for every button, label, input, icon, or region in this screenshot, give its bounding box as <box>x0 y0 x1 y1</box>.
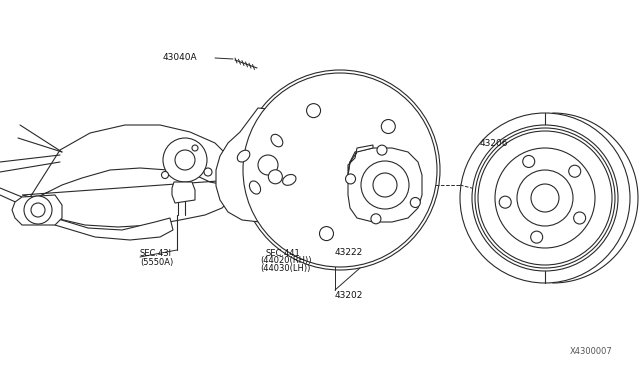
Text: 43206: 43206 <box>480 138 509 148</box>
Circle shape <box>268 170 282 184</box>
Text: 43040A: 43040A <box>163 52 198 61</box>
Text: SEC.441: SEC.441 <box>265 248 300 257</box>
Circle shape <box>389 196 403 209</box>
Polygon shape <box>172 182 195 203</box>
Circle shape <box>346 174 356 184</box>
Text: (44020(RH)): (44020(RH)) <box>260 257 312 266</box>
Text: 43222: 43222 <box>335 247 364 257</box>
Circle shape <box>531 231 543 243</box>
Circle shape <box>495 148 595 248</box>
Polygon shape <box>216 108 316 222</box>
Circle shape <box>255 85 425 255</box>
Circle shape <box>319 227 333 241</box>
Circle shape <box>381 119 396 134</box>
Ellipse shape <box>250 181 260 194</box>
Polygon shape <box>12 195 62 225</box>
Circle shape <box>204 168 212 176</box>
Circle shape <box>31 203 45 217</box>
Polygon shape <box>348 145 373 175</box>
Circle shape <box>249 79 431 261</box>
Circle shape <box>499 196 511 208</box>
Text: SEC.43l: SEC.43l <box>140 248 172 257</box>
Circle shape <box>410 198 420 208</box>
Circle shape <box>569 165 580 177</box>
Circle shape <box>285 115 395 225</box>
Circle shape <box>460 113 630 283</box>
Circle shape <box>161 171 168 179</box>
Circle shape <box>361 161 409 209</box>
Circle shape <box>24 196 52 224</box>
Circle shape <box>326 156 354 184</box>
Circle shape <box>258 155 278 175</box>
Ellipse shape <box>237 150 250 162</box>
Circle shape <box>246 76 434 264</box>
Circle shape <box>307 104 321 118</box>
Text: 43202: 43202 <box>335 291 364 299</box>
Polygon shape <box>22 205 173 240</box>
Ellipse shape <box>283 174 296 185</box>
Circle shape <box>523 155 535 167</box>
Circle shape <box>478 131 612 265</box>
Polygon shape <box>348 148 422 222</box>
Circle shape <box>192 145 198 151</box>
Circle shape <box>175 150 195 170</box>
Circle shape <box>373 173 397 197</box>
Circle shape <box>472 125 618 271</box>
Circle shape <box>163 138 207 182</box>
Circle shape <box>240 70 440 270</box>
Circle shape <box>517 170 573 226</box>
Circle shape <box>475 128 615 268</box>
Circle shape <box>305 135 375 205</box>
Circle shape <box>573 212 586 224</box>
Polygon shape <box>22 125 235 227</box>
Circle shape <box>252 82 428 258</box>
Circle shape <box>243 73 437 267</box>
Text: (44030(LH)): (44030(LH)) <box>260 264 310 273</box>
Circle shape <box>371 214 381 224</box>
Circle shape <box>377 145 387 155</box>
Ellipse shape <box>271 134 283 147</box>
Text: X4300007: X4300007 <box>570 347 612 356</box>
Text: (5550A): (5550A) <box>140 257 173 266</box>
Circle shape <box>531 184 559 212</box>
